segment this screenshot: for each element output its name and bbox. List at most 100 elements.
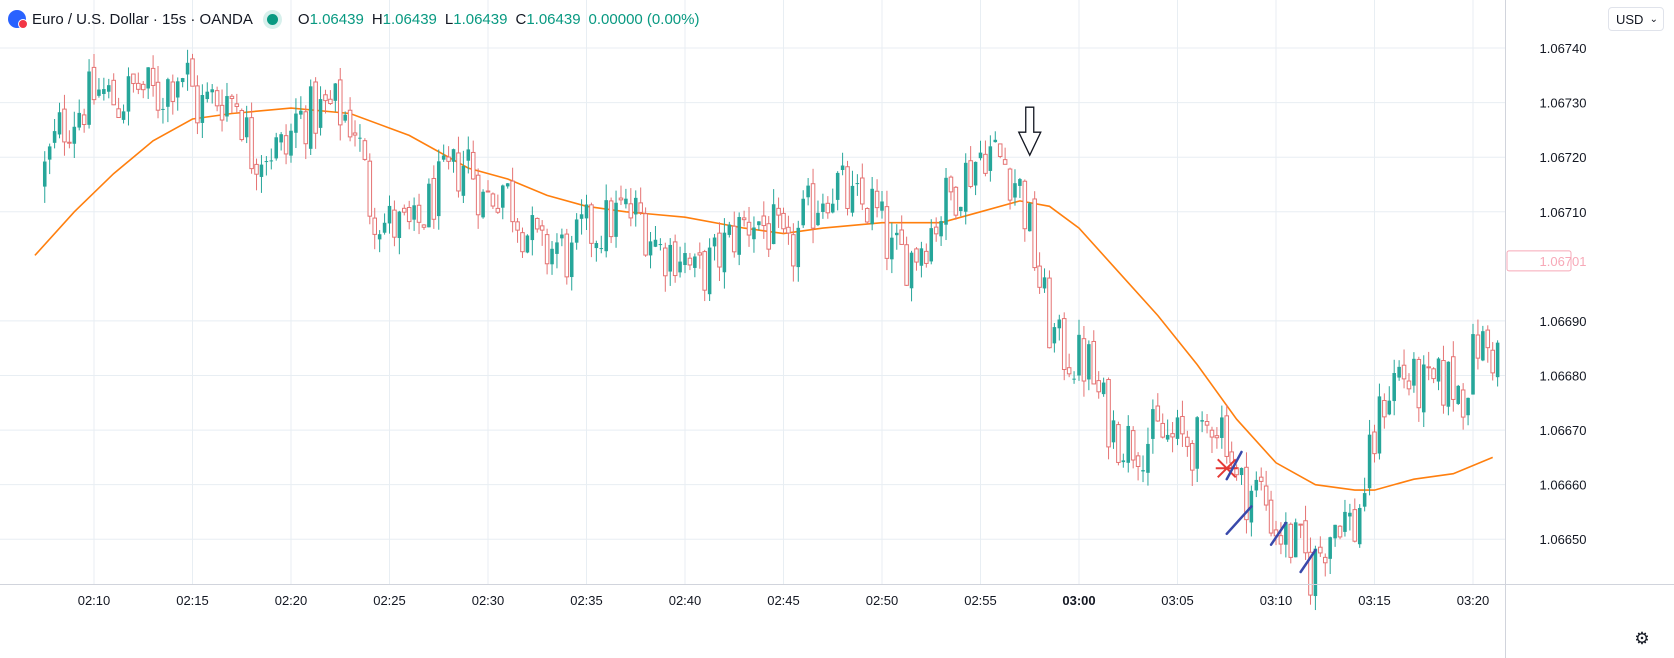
candle [544, 228, 550, 275]
candle-body [91, 66, 97, 101]
candle-body [968, 160, 973, 187]
market-status-icon[interactable] [266, 13, 278, 25]
candle-body [757, 221, 761, 226]
candle-body [436, 161, 441, 217]
candle-body [1018, 179, 1022, 186]
currency-select[interactable]: USD ⌄ [1608, 7, 1664, 31]
candle-body [1087, 344, 1091, 380]
candle [501, 184, 505, 220]
candle [1249, 485, 1254, 537]
candle-body [1185, 436, 1190, 447]
candle [421, 224, 427, 230]
candle [200, 84, 205, 138]
candle [1328, 536, 1332, 574]
candle-body [52, 131, 57, 143]
candle [406, 200, 412, 230]
x-tick-label: 02:45 [767, 593, 800, 608]
candle [1313, 545, 1318, 611]
candle [249, 102, 254, 174]
candle [1406, 373, 1412, 396]
candle [737, 212, 741, 266]
candle-body [929, 228, 934, 262]
candle [1087, 340, 1091, 391]
candle-body [416, 204, 422, 223]
candle-body [1367, 434, 1372, 489]
candle-body [244, 117, 249, 138]
candle-body [1066, 367, 1072, 375]
candle-body [367, 160, 373, 217]
candle [229, 94, 235, 114]
candle-body [431, 177, 437, 220]
candle-body [249, 117, 254, 170]
candle-body [525, 235, 530, 253]
candle-body [909, 252, 914, 289]
candle [1367, 419, 1372, 496]
candle [1303, 505, 1308, 560]
candle [57, 102, 62, 139]
candle [880, 191, 884, 219]
candle-body [534, 217, 540, 230]
candle-body [485, 190, 491, 193]
x-tick-label: 03:15 [1358, 593, 1391, 608]
candle [367, 153, 373, 225]
candle-body [308, 86, 313, 149]
candle [1135, 452, 1141, 481]
gear-icon[interactable]: ⚙ [1634, 629, 1650, 648]
candle-body [555, 242, 559, 254]
candle-body [1387, 400, 1392, 415]
candle-body [111, 79, 116, 106]
candle-body [693, 256, 697, 268]
candle [1401, 349, 1407, 389]
x-tick-label: 03:10 [1260, 593, 1293, 608]
candle [1209, 426, 1215, 453]
x-tick-label: 02:35 [570, 593, 603, 608]
candle [515, 218, 520, 243]
candle [274, 132, 278, 161]
candle [67, 130, 72, 149]
candle-body [397, 211, 402, 239]
candle [1490, 342, 1495, 381]
symbol-logo-icon [8, 10, 28, 29]
candle [658, 238, 663, 251]
candle [914, 247, 919, 271]
candle [643, 207, 648, 257]
candle [712, 233, 717, 261]
candle-body [155, 81, 161, 111]
candle-body [72, 126, 77, 144]
candle-body [781, 212, 786, 230]
candle-body [1313, 548, 1318, 597]
candle-body [1278, 535, 1284, 545]
close-value: 1.06439 [526, 10, 581, 28]
candle [1185, 430, 1190, 457]
candle-body [1392, 373, 1396, 402]
candle-body [239, 109, 245, 141]
candle [683, 242, 687, 274]
candle-body [323, 94, 328, 102]
candle [1441, 345, 1446, 414]
candle [624, 188, 628, 209]
candle [150, 55, 156, 97]
candle-body [599, 248, 604, 250]
candle [392, 200, 397, 247]
candle-body [1022, 180, 1028, 230]
candle [1126, 415, 1131, 473]
candle-body [830, 203, 835, 213]
candle-body [1126, 425, 1131, 463]
candle-body [933, 226, 939, 235]
candle-body [1288, 523, 1294, 558]
candle [1397, 360, 1401, 381]
candle-body [1160, 422, 1165, 438]
candle-body [791, 234, 796, 267]
symbol-title[interactable]: Euro / U.S. Dollar · 15s · OANDA [32, 10, 253, 28]
candle-body [850, 185, 855, 213]
candle-body [569, 242, 574, 278]
candle-body [1426, 366, 1431, 369]
candle-body [254, 163, 259, 175]
candle-body [318, 99, 323, 128]
candle [470, 140, 476, 180]
candle [313, 77, 318, 149]
candle-body [1057, 319, 1062, 329]
candle-body [993, 139, 998, 143]
candle [776, 197, 781, 228]
